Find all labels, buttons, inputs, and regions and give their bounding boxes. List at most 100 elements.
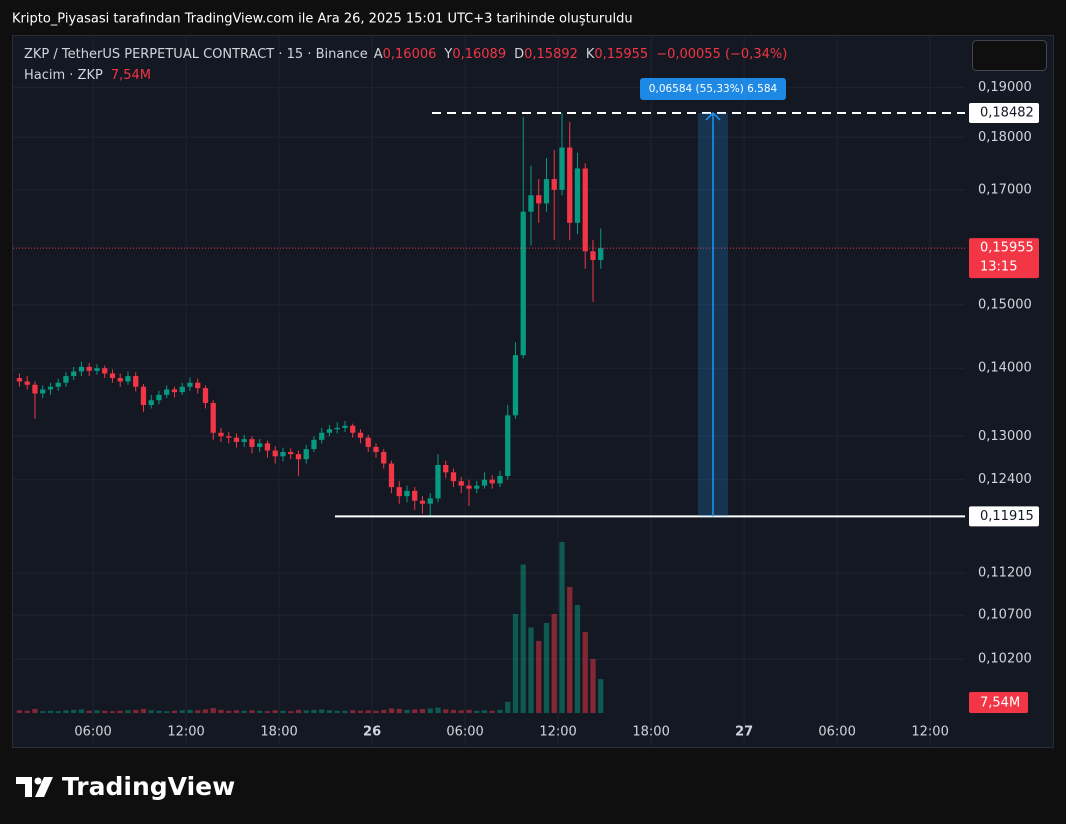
x-tick-label: 27 [735, 725, 753, 740]
volume-bar [210, 708, 216, 713]
volume-bar [202, 709, 209, 713]
candle-body [94, 368, 100, 371]
measure-label: 0,06584 (55,33%) 6.584 [649, 83, 778, 95]
volume-bar [396, 708, 402, 713]
candle-body [551, 179, 557, 190]
candle-body [156, 394, 162, 401]
candle-body [249, 439, 255, 447]
volume-bar [257, 710, 263, 713]
candle-body [40, 389, 46, 394]
candle-body [427, 498, 433, 504]
legend-value: 0,15955 [594, 47, 648, 62]
brand: TradingView [62, 772, 235, 801]
candle-body [257, 443, 263, 447]
candle-body [326, 429, 333, 433]
candle-body [63, 376, 69, 383]
candle-body [303, 449, 309, 460]
candle-body [373, 446, 379, 452]
candle-body [528, 195, 534, 212]
volume-bar [24, 710, 30, 713]
x-tick-label: 06:00 [818, 725, 855, 740]
candle-body [117, 378, 123, 382]
y-tick-label: 0,13000 [978, 429, 1032, 444]
candle-body [171, 389, 178, 393]
legend-key: A [374, 47, 383, 62]
candle-body [86, 366, 92, 371]
price-label: 0,11915 [980, 509, 1034, 524]
volume-bar [102, 710, 108, 713]
volume-bar [63, 710, 69, 713]
candle-body [419, 500, 426, 504]
volume-bar [272, 710, 278, 713]
candle-body [505, 415, 511, 477]
volume-bar [140, 708, 147, 713]
candle-body [16, 378, 23, 382]
currency-button[interactable] [972, 40, 1047, 71]
candle-body [195, 382, 201, 389]
volume-bar [249, 710, 255, 713]
candle-body [133, 376, 139, 387]
candle-body [381, 451, 387, 464]
x-tick-label: 06:00 [446, 725, 483, 740]
price-label: 0,18482 [980, 106, 1034, 121]
volume-bar [474, 710, 480, 713]
volume-label-box [969, 692, 1028, 713]
candle-body [78, 366, 85, 372]
x-tick-label: 26 [363, 725, 381, 740]
candle-body [334, 427, 340, 430]
caption: Kripto_Piyasasi tarafından TradingView.c… [12, 12, 633, 27]
volume-bar [427, 708, 433, 713]
candle-body [140, 386, 147, 406]
volume-bar [419, 708, 426, 713]
candle-body [458, 481, 464, 486]
legend-key: K [586, 47, 595, 62]
y-tick-label: 0,12400 [978, 472, 1032, 487]
volume-bar [450, 709, 457, 713]
logo-mark [35, 777, 53, 797]
volume-bar [179, 710, 185, 713]
volume-bar [489, 710, 495, 713]
volume-bar [117, 710, 123, 713]
measure-label-box [640, 78, 786, 100]
candles [16, 113, 604, 517]
volume-bar [528, 627, 534, 713]
candle-body [388, 463, 395, 488]
candle-body [412, 490, 418, 501]
volume-bar [574, 605, 581, 713]
candle-body [365, 437, 371, 447]
volume-bar [295, 709, 302, 713]
grid: 0,19000 0,18000 0,17000 0,15000 0,14000 0,130… [13, 35, 1032, 745]
volume-bar [458, 710, 464, 713]
candle-body [288, 451, 294, 455]
volume-bar [590, 659, 596, 713]
volume-bar [280, 710, 286, 713]
logo-mark [16, 777, 32, 797]
volume-bar [582, 632, 588, 713]
volume-bar [125, 710, 131, 713]
volume-bar [164, 711, 170, 713]
volume-bar [381, 709, 387, 713]
x-tick-label: 18:00 [260, 725, 297, 740]
volume-bar [288, 711, 294, 713]
candle-body [280, 451, 286, 457]
candle-body [226, 436, 232, 438]
candle-body [512, 355, 519, 416]
volume-bar [598, 679, 604, 713]
volume-bar [311, 709, 317, 713]
candle-body [520, 211, 526, 356]
y-tick-label: 0,18000 [978, 130, 1032, 145]
candle-body [102, 368, 108, 374]
volume-bar [133, 709, 139, 713]
candle-body [396, 487, 402, 497]
candle-body [264, 443, 271, 451]
candle-body [241, 439, 247, 442]
candle-body [481, 479, 488, 486]
price-label-box [969, 103, 1039, 124]
candle-body [218, 432, 224, 437]
volume-title: Hacim · ZKP [24, 68, 103, 83]
candle-body [543, 179, 550, 204]
y-tick-label: 0,15000 [978, 297, 1032, 312]
volume-value: 7,54M [111, 68, 151, 83]
last-price-label: 0,15955 [980, 241, 1034, 256]
